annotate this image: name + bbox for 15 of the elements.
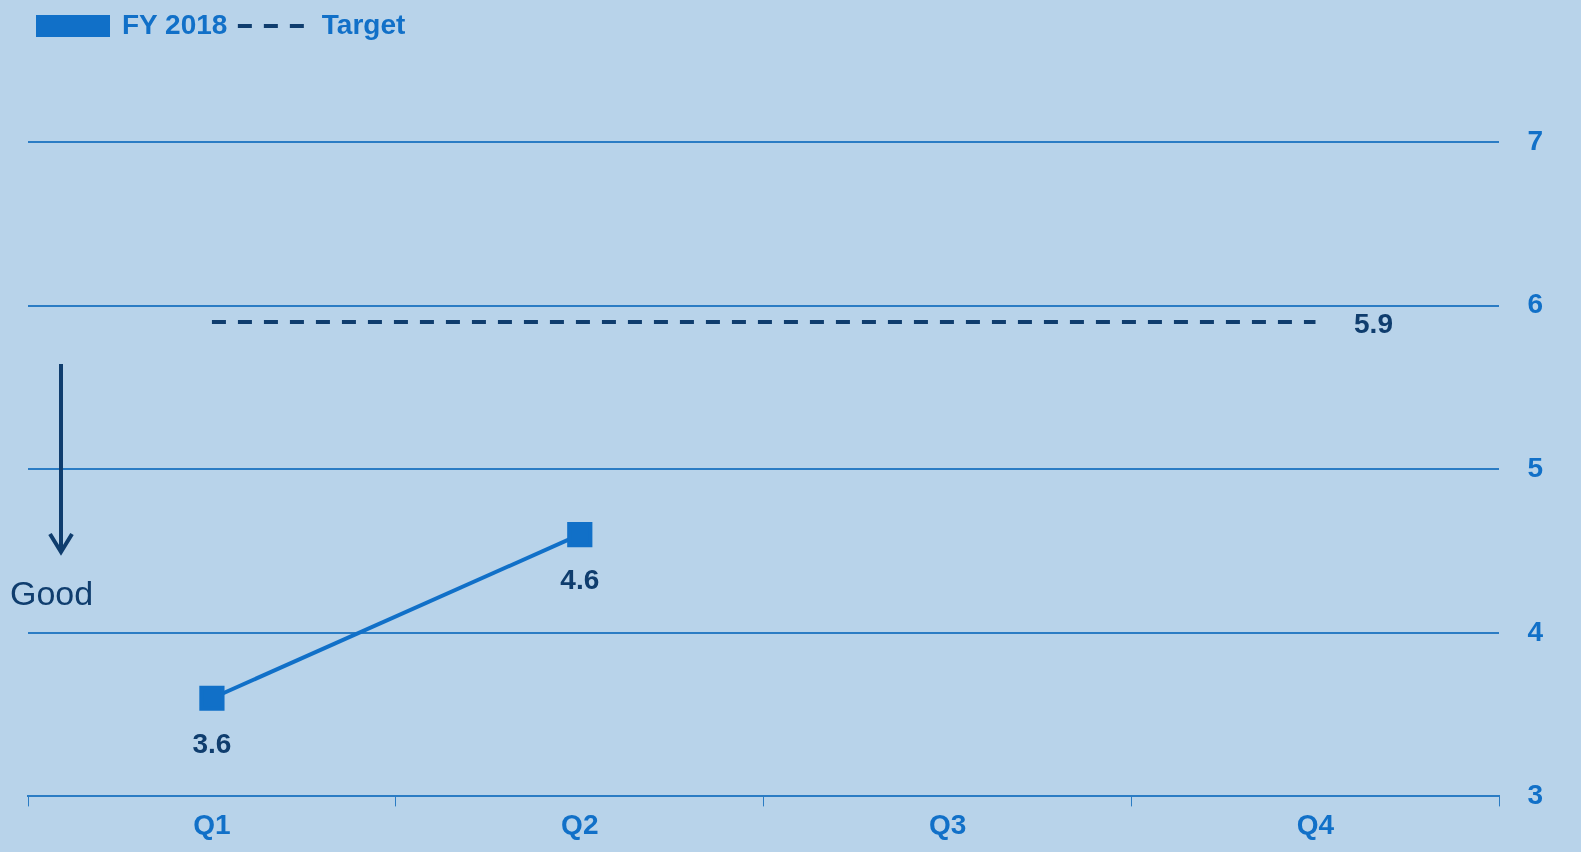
data-label: 3.6: [192, 727, 232, 759]
y-tick-label: 5: [1527, 451, 1544, 483]
legend-label: Target: [321, 8, 406, 40]
x-tick-label: Q3: [928, 808, 967, 840]
x-tick-label: Q4: [1296, 808, 1335, 840]
y-tick-label: 3: [1527, 779, 1544, 811]
y-tick-label: 4: [1527, 615, 1544, 647]
y-tick-label: 6: [1527, 288, 1544, 320]
annotation: Good: [10, 574, 94, 613]
legend-label: FY 2018: [122, 8, 228, 40]
data-label: 4.6: [560, 564, 600, 596]
x-tick-label: Q1: [193, 808, 231, 840]
y-tick-label: 7: [1527, 124, 1544, 156]
x-tick-label: Q2: [561, 808, 599, 840]
data-label: 5.9: [1354, 307, 1393, 339]
